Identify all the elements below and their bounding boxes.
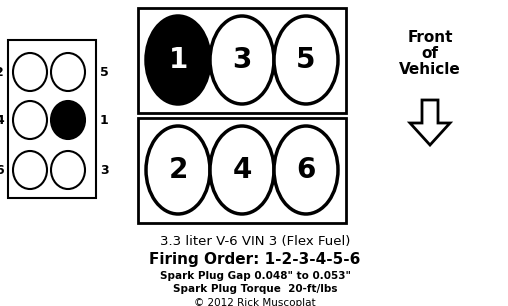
Text: 4: 4 — [0, 114, 4, 126]
Ellipse shape — [13, 151, 47, 189]
Bar — [138, 118, 346, 223]
Text: 3.3 liter V-6 VIN 3 (Flex Fuel): 3.3 liter V-6 VIN 3 (Flex Fuel) — [160, 235, 350, 248]
Text: 1: 1 — [100, 114, 109, 126]
Text: 2: 2 — [168, 156, 187, 184]
Text: 2: 2 — [0, 65, 4, 79]
Text: 5: 5 — [296, 46, 316, 74]
Ellipse shape — [210, 126, 274, 214]
Ellipse shape — [13, 53, 47, 91]
Text: 1: 1 — [168, 46, 187, 74]
Bar — [138, 8, 346, 113]
Ellipse shape — [51, 53, 85, 91]
Ellipse shape — [146, 16, 210, 104]
Text: 5: 5 — [100, 65, 109, 79]
Ellipse shape — [274, 16, 338, 104]
Ellipse shape — [274, 126, 338, 214]
Ellipse shape — [13, 101, 47, 139]
Text: Vehicle: Vehicle — [399, 62, 461, 77]
Text: Spark Plug Gap 0.048" to 0.053": Spark Plug Gap 0.048" to 0.053" — [160, 271, 351, 281]
Text: 4: 4 — [232, 156, 251, 184]
Bar — [8, 40, 96, 198]
Text: Firing Order: 1-2-3-4-5-6: Firing Order: 1-2-3-4-5-6 — [149, 252, 361, 267]
Text: 3: 3 — [100, 163, 109, 177]
Text: Spark Plug Torque  20-ft/lbs: Spark Plug Torque 20-ft/lbs — [173, 284, 337, 294]
Text: of: of — [422, 46, 438, 61]
Ellipse shape — [210, 16, 274, 104]
Text: 6: 6 — [0, 163, 4, 177]
Text: 3: 3 — [232, 46, 251, 74]
Text: Front: Front — [407, 30, 453, 45]
Text: 6: 6 — [296, 156, 315, 184]
Ellipse shape — [51, 101, 85, 139]
Text: © 2012 Rick Muscoplat: © 2012 Rick Muscoplat — [194, 298, 316, 306]
Ellipse shape — [146, 126, 210, 214]
Ellipse shape — [51, 151, 85, 189]
Polygon shape — [410, 100, 450, 145]
